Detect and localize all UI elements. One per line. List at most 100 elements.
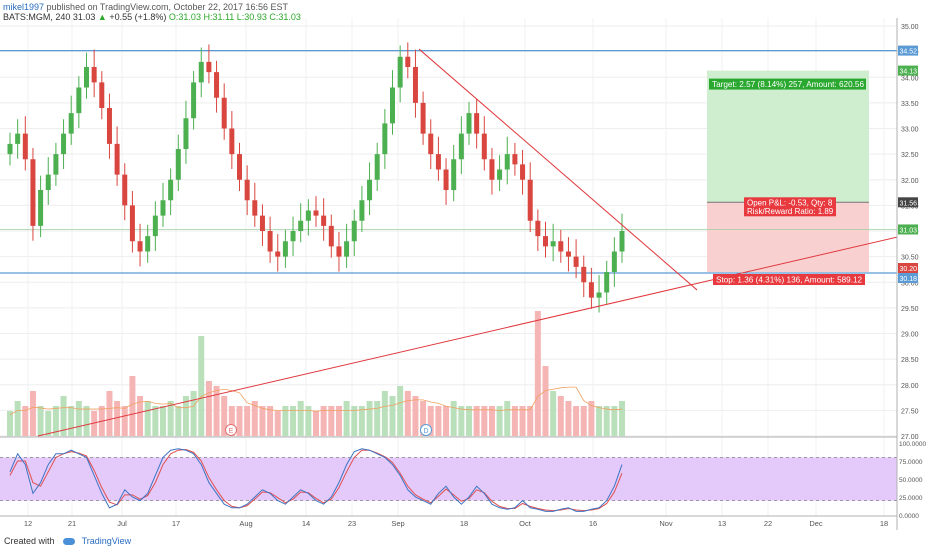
volume-bar bbox=[580, 406, 587, 436]
candle-body bbox=[38, 190, 44, 226]
price-tick-label: 33.50 bbox=[901, 101, 919, 108]
tradingview-logo-icon bbox=[63, 538, 76, 546]
downtrend-line[interactable] bbox=[418, 48, 698, 291]
candle-body bbox=[565, 251, 571, 257]
volume-bar bbox=[466, 406, 472, 436]
volume-bar bbox=[511, 406, 518, 436]
volume-bar bbox=[550, 391, 557, 436]
candle-body bbox=[504, 154, 510, 170]
candle-body bbox=[91, 67, 97, 83]
candle-body bbox=[198, 61, 204, 83]
candle-body bbox=[313, 210, 319, 216]
volume-bar bbox=[412, 396, 419, 436]
volume-bar bbox=[313, 411, 319, 436]
candle-body bbox=[137, 241, 143, 252]
price-tick-label: 29.50 bbox=[901, 306, 919, 313]
volume-bar bbox=[83, 406, 90, 436]
price-tick-label: 34.00 bbox=[901, 75, 919, 82]
candle-body bbox=[412, 67, 418, 103]
candle-body bbox=[15, 133, 21, 144]
time-tick-label: 18 bbox=[880, 519, 888, 528]
event-marker-label: D bbox=[423, 428, 428, 435]
stochastic-tick-label: 50.0000 bbox=[899, 477, 923, 484]
volume-bar bbox=[573, 406, 580, 436]
price-tick-label: 30.50 bbox=[901, 255, 919, 262]
stochastic-k-line bbox=[9, 448, 623, 512]
candle-body bbox=[129, 205, 135, 242]
volume-bar bbox=[160, 406, 166, 436]
candle-body bbox=[451, 159, 457, 190]
candle-body bbox=[336, 246, 342, 257]
time-axis[interactable]: 12 21 Jul 17 Aug 14 23 Sep 18 Oct 16 Nov 13 22 Dec 18 bbox=[24, 519, 888, 528]
volume-bar bbox=[397, 386, 404, 436]
candle-body bbox=[520, 164, 526, 180]
username[interactable]: mikel1997 bbox=[3, 2, 45, 12]
candle-body bbox=[481, 133, 487, 160]
volume-bar bbox=[435, 406, 442, 436]
price-tick-label: 28.00 bbox=[901, 383, 919, 390]
stochastic-tick-label: 75.0000 bbox=[899, 459, 923, 466]
price-tags: 34.52 34.13 31.56 31.03 30.20 30.18 bbox=[898, 45, 918, 284]
candle-body bbox=[183, 118, 189, 149]
price-tick-label: 30.00 bbox=[901, 280, 919, 287]
candle-body bbox=[252, 200, 258, 216]
volume-bar bbox=[335, 406, 342, 436]
volume-bar bbox=[152, 406, 159, 436]
candle-body bbox=[99, 82, 105, 108]
time-tick-label: Oct bbox=[519, 519, 532, 528]
volume-bar bbox=[52, 406, 59, 436]
uptrend-line[interactable] bbox=[37, 236, 898, 437]
volume-bar bbox=[121, 406, 128, 436]
volume-bar bbox=[443, 406, 450, 436]
volume-bar bbox=[259, 406, 266, 436]
volume-bar bbox=[404, 391, 411, 436]
candle-body bbox=[191, 82, 197, 119]
tradingview-link[interactable]: TradingView bbox=[81, 536, 132, 546]
candle-body bbox=[397, 56, 403, 88]
symbol-name[interactable]: BATS:MGM, 240 bbox=[3, 12, 71, 22]
stochastic-tick-label: 0.0000 bbox=[899, 513, 919, 520]
volume-bar bbox=[565, 401, 572, 436]
candle-body bbox=[114, 143, 120, 175]
volume-bar bbox=[481, 406, 488, 436]
candle-body bbox=[359, 200, 365, 221]
candle-body bbox=[619, 231, 625, 252]
candle-body bbox=[206, 61, 212, 73]
volume-bar bbox=[244, 406, 251, 436]
candle-body bbox=[290, 231, 296, 242]
candle-body bbox=[7, 143, 13, 155]
volume-bar bbox=[7, 411, 13, 436]
volume-bar bbox=[213, 386, 220, 436]
stochastic-band bbox=[0, 457, 897, 501]
volume-bar bbox=[611, 406, 618, 436]
time-tick-label: 14 bbox=[302, 519, 310, 528]
volume-bar bbox=[267, 406, 274, 436]
candle-body bbox=[321, 215, 327, 226]
candle-body bbox=[214, 72, 220, 98]
volume-bar bbox=[45, 411, 52, 436]
stochastic-tick-label: 100.0000 bbox=[899, 441, 926, 448]
profit-zone[interactable] bbox=[707, 70, 869, 203]
stop-label-box bbox=[713, 274, 865, 285]
candle-body bbox=[160, 200, 166, 216]
volume-bar bbox=[37, 406, 44, 436]
volume-bar bbox=[282, 406, 289, 436]
candle-body bbox=[611, 251, 617, 272]
candle-body bbox=[145, 236, 151, 252]
volume-bar bbox=[488, 406, 495, 436]
time-tick-label: Sep bbox=[391, 519, 404, 528]
volume-bar bbox=[251, 401, 258, 436]
event-marker-circle bbox=[420, 424, 432, 436]
candle-body bbox=[229, 128, 235, 155]
symbol-legend: BATS:MGM, 240 31.03 ▲ +0.55 (+1.8%) O:31… bbox=[3, 12, 301, 22]
volume-bar bbox=[68, 406, 75, 436]
volume-ma-line bbox=[9, 386, 623, 416]
candle-body bbox=[390, 87, 395, 124]
candle-body bbox=[259, 215, 265, 231]
time-tick-label: 22 bbox=[764, 519, 772, 528]
candle-body bbox=[405, 56, 411, 67]
stochastic-tick-label: 25.0000 bbox=[899, 495, 923, 502]
candle-body bbox=[581, 266, 587, 283]
